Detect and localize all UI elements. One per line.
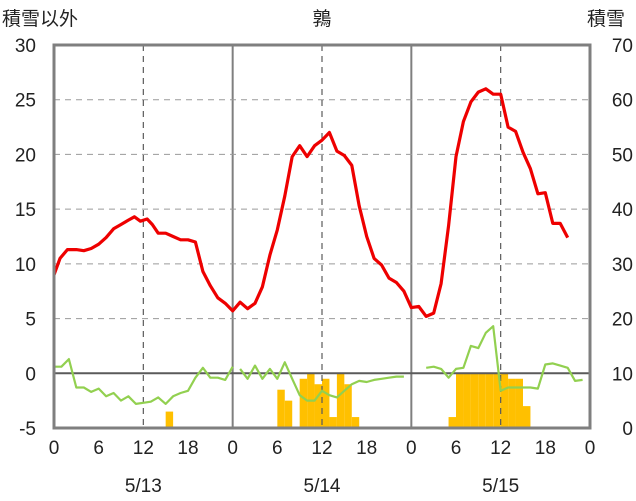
bar-16 xyxy=(485,373,494,428)
y-left-tick-1: 0 xyxy=(25,364,36,385)
bar-11 xyxy=(448,417,456,428)
series-layer xyxy=(52,87,583,405)
x-tick-10: 12 xyxy=(490,438,511,459)
bar-14 xyxy=(470,373,479,428)
y-right-tick-5: 50 xyxy=(612,145,633,166)
y-right-tick-4: 40 xyxy=(612,200,633,221)
x-tick-9: 6 xyxy=(451,438,462,459)
y-right-tick-6: 60 xyxy=(612,91,633,112)
x-tick-0: 0 xyxy=(49,438,60,459)
y-left-tick-0: -5 xyxy=(19,419,36,440)
green-series-segment-2 xyxy=(426,325,583,392)
bar-0 xyxy=(165,411,174,428)
y-right-label: 積雪 xyxy=(587,8,625,30)
green-series-segment-0 xyxy=(54,358,234,405)
bars-layer xyxy=(165,373,531,428)
x-tick-1: 6 xyxy=(93,438,104,459)
chart-title: 鶉 xyxy=(312,8,331,30)
y-right-tick-7: 70 xyxy=(612,36,633,57)
x-tick-4: 0 xyxy=(227,438,238,459)
x-tick-11: 18 xyxy=(535,438,556,459)
bar-13 xyxy=(463,373,471,428)
y-right-tick-3: 30 xyxy=(612,255,633,276)
bar-15 xyxy=(478,373,486,428)
y-left-tick-5: 20 xyxy=(15,145,36,166)
bar-7 xyxy=(329,417,337,428)
grid-layer xyxy=(54,45,590,428)
x-tick-2: 12 xyxy=(133,438,154,459)
bar-19 xyxy=(508,378,516,428)
x-tick-8: 0 xyxy=(406,438,417,459)
x-tick-12: 0 xyxy=(585,438,596,459)
x-tick-7: 18 xyxy=(356,438,377,459)
bar-6 xyxy=(322,378,330,428)
plot-frame xyxy=(52,43,592,430)
y-right-tick-1: 10 xyxy=(612,364,633,385)
day-label-0: 5/13 xyxy=(125,476,162,497)
x-tick-5: 6 xyxy=(272,438,283,459)
y-right-tick-0: 0 xyxy=(622,419,633,440)
bar-5 xyxy=(314,384,322,428)
y-left-label: 積雪以外 xyxy=(2,8,78,30)
green-series-segment-1 xyxy=(239,361,404,402)
x-tick-3: 18 xyxy=(177,438,198,459)
bar-10 xyxy=(351,417,360,428)
bar-9 xyxy=(344,384,352,428)
bar-21 xyxy=(523,406,531,428)
bar-20 xyxy=(515,378,523,428)
y-left-tick-3: 10 xyxy=(15,255,36,276)
bar-1 xyxy=(277,389,285,428)
y-right-tick-2: 20 xyxy=(612,310,633,331)
bar-18 xyxy=(500,373,509,428)
day-label-1: 5/14 xyxy=(304,476,341,497)
y-left-tick-2: 5 xyxy=(25,310,36,331)
x-tick-6: 12 xyxy=(311,438,332,459)
day-label-2: 5/15 xyxy=(482,476,519,497)
y-left-tick-6: 25 xyxy=(15,91,36,112)
temperature-series xyxy=(52,87,570,318)
bar-12 xyxy=(456,373,464,428)
bar-2 xyxy=(284,400,293,428)
y-left-tick-7: 30 xyxy=(15,36,36,57)
bar-3 xyxy=(299,378,308,428)
bar-8 xyxy=(336,373,345,428)
bar-17 xyxy=(493,373,501,428)
y-left-tick-4: 15 xyxy=(15,200,36,221)
